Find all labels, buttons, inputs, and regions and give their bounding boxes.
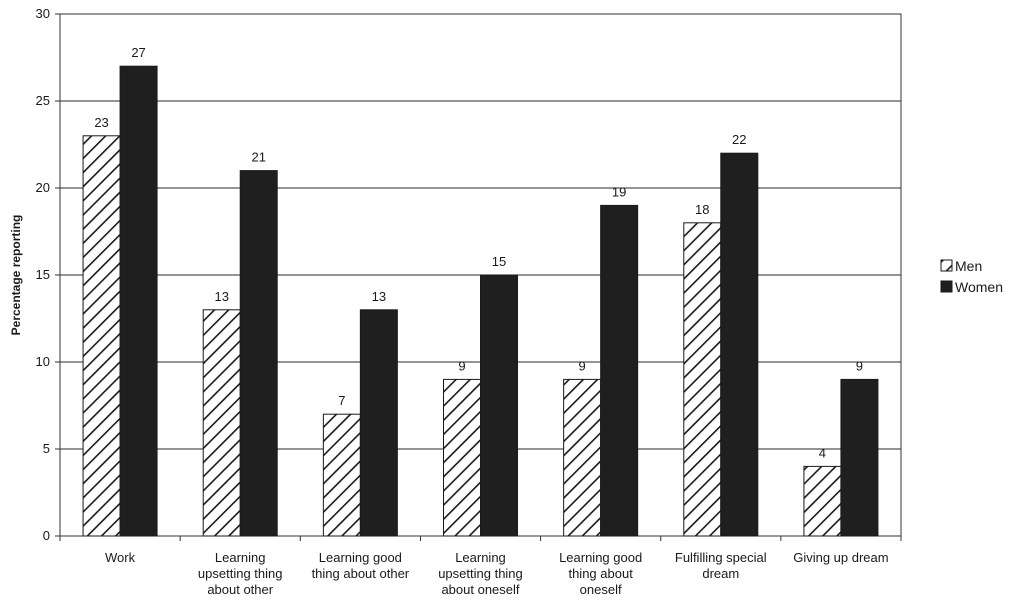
x-category-label: Fulfilling special bbox=[675, 550, 767, 565]
y-tick-label: 15 bbox=[36, 267, 50, 282]
y-tick-label: 25 bbox=[36, 93, 50, 108]
legend-swatch-women bbox=[940, 280, 953, 293]
y-axis-title: Percentage reporting bbox=[9, 215, 23, 336]
bars: 23 27 13 21 7 13 9 15 9 19 18 22 4 9 bbox=[82, 45, 879, 537]
bar-men bbox=[202, 309, 241, 537]
bar-men bbox=[803, 465, 842, 537]
bar-men bbox=[82, 135, 121, 537]
data-label: 27 bbox=[131, 45, 145, 60]
legend-label-women: Women bbox=[955, 279, 1003, 295]
x-category-label: Learning good bbox=[559, 550, 642, 565]
x-category-label: about other bbox=[207, 582, 273, 597]
legend-label-men: Men bbox=[955, 258, 982, 274]
x-category-label: Giving up dream bbox=[793, 550, 888, 565]
data-label: 19 bbox=[612, 184, 626, 199]
data-label: 15 bbox=[492, 254, 506, 269]
x-category-label: Learning bbox=[455, 550, 506, 565]
y-tick-label: 0 bbox=[43, 528, 50, 543]
y-tick-label: 30 bbox=[36, 6, 50, 21]
bar-women bbox=[239, 170, 278, 537]
x-category-label: oneself bbox=[580, 582, 622, 597]
bar-women bbox=[840, 378, 879, 537]
bar-women bbox=[480, 274, 518, 537]
bar-men bbox=[563, 378, 602, 537]
data-label: 22 bbox=[732, 132, 746, 147]
y-tick-label: 20 bbox=[36, 180, 50, 195]
data-label: 23 bbox=[94, 115, 108, 130]
data-label: 21 bbox=[251, 150, 265, 165]
bar-men bbox=[443, 378, 481, 537]
bar-women bbox=[359, 309, 398, 537]
x-category-label: upsetting thing bbox=[198, 566, 283, 581]
data-label: 7 bbox=[338, 393, 345, 408]
bar-men bbox=[683, 222, 722, 537]
data-label: 9 bbox=[579, 358, 586, 373]
data-label: 18 bbox=[695, 202, 709, 217]
data-label: 4 bbox=[819, 445, 826, 460]
bar-men bbox=[322, 413, 361, 537]
bar-women bbox=[720, 152, 759, 537]
data-label: 13 bbox=[214, 289, 228, 304]
x-category-label: Learning good bbox=[319, 550, 402, 565]
x-category-label: upsetting thing bbox=[438, 566, 523, 581]
bar-women bbox=[600, 204, 639, 537]
data-label: 9 bbox=[458, 358, 465, 373]
x-category-label: about oneself bbox=[441, 582, 519, 597]
y-tick-label: 5 bbox=[43, 441, 50, 456]
x-category-label: thing about bbox=[568, 566, 633, 581]
legend: Men Women bbox=[937, 252, 1009, 299]
data-label: 9 bbox=[856, 358, 863, 373]
y-tick-label: 10 bbox=[36, 354, 50, 369]
y-axis-ticks: 0 5 10 15 20 25 30 bbox=[36, 6, 60, 543]
bar-women bbox=[119, 65, 158, 537]
data-label: 13 bbox=[372, 289, 386, 304]
x-category-label: dream bbox=[702, 566, 739, 581]
legend-swatch-men bbox=[940, 259, 953, 272]
x-category-label: Learning bbox=[215, 550, 266, 565]
x-category-label: thing about other bbox=[312, 566, 410, 581]
x-category-label: Work bbox=[105, 550, 136, 565]
